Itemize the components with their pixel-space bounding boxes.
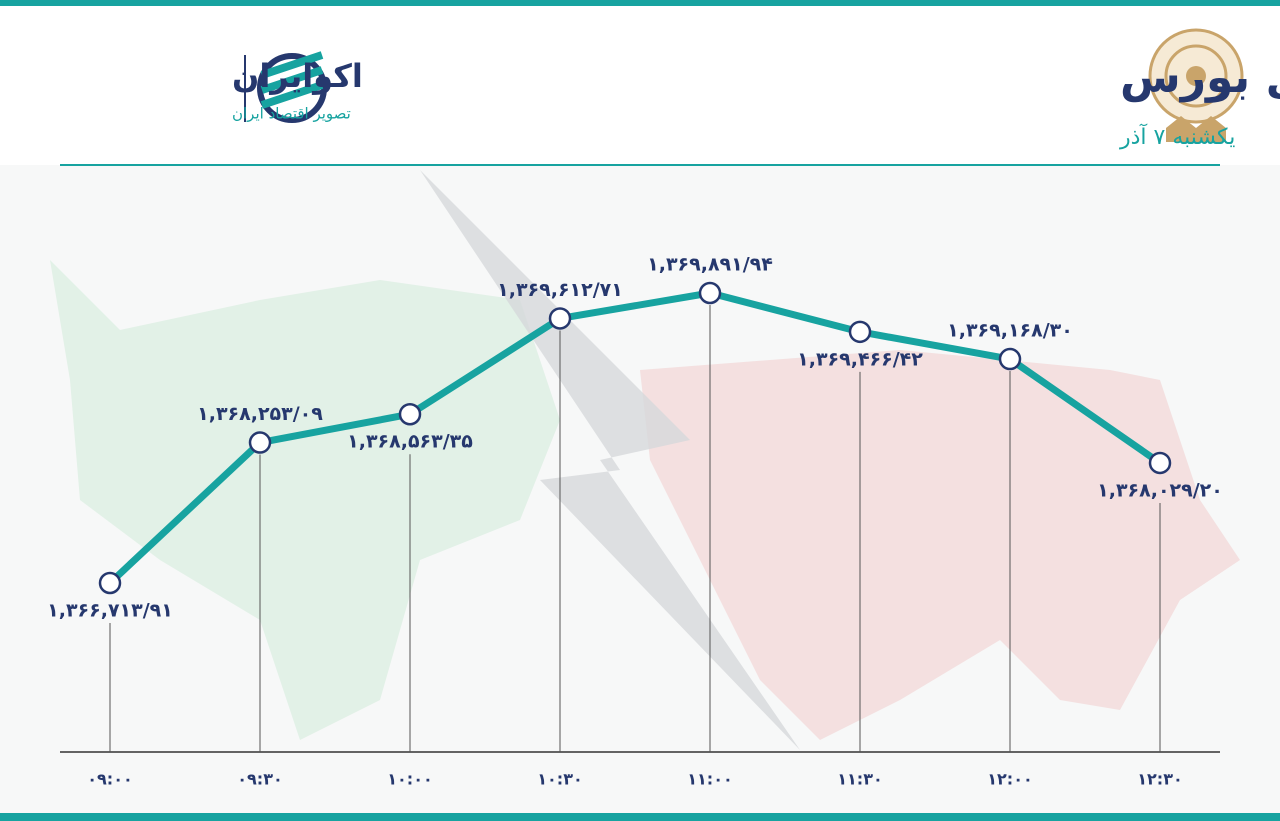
bull-shape <box>50 260 560 740</box>
data-point <box>398 402 422 426</box>
value-label: ۱,۳۶۸,۵۶۳/۳۵ <box>347 431 473 453</box>
series-line <box>107 289 1162 586</box>
value-label: ۱,۳۶۹,۱۶۸/۳۰ <box>947 320 1073 342</box>
data-point <box>548 307 572 330</box>
bear-shape <box>640 350 1240 740</box>
value-label: ۱,۳۶۹,۴۶۶/۴۲ <box>797 348 923 370</box>
brand-name: اکوایران <box>232 57 363 95</box>
value-label: ۱,۳۶۸,۲۵۳/۰۹ <box>197 403 323 425</box>
chart-title: روند شاخص کل بورس <box>1120 52 1280 103</box>
arrow-shape <box>420 170 800 750</box>
x-tick-label: ۱۲:۰۰ <box>987 770 1032 789</box>
x-tick-label: ۱۱:۳۰ <box>837 770 882 789</box>
x-tick-label: ۱۰:۳۰ <box>537 770 582 789</box>
top-bar <box>0 0 1280 6</box>
value-label: ۱,۳۶۹,۸۹۱/۹۴ <box>647 254 773 276</box>
data-point <box>1148 451 1172 475</box>
data-point <box>848 320 872 344</box>
x-tick-label: ۱۰:۰۰ <box>387 770 432 789</box>
x-tick-label: ۰۹:۰۰ <box>87 770 132 789</box>
chart-subtitle: یکشنبه ۷ آذر <box>1119 123 1235 150</box>
bottom-bar <box>0 813 1280 821</box>
exchange-emblem <box>1148 28 1244 142</box>
value-label: ۱,۳۶۶,۷۱۳/۹۱ <box>47 600 173 622</box>
value-label: ۱,۳۶۸,۰۲۹/۲۰ <box>1097 479 1223 501</box>
data-point <box>698 281 722 305</box>
value-label: ۱,۳۶۹,۶۱۲/۷۱ <box>497 279 623 301</box>
data-point <box>998 347 1022 371</box>
data-point <box>98 571 122 595</box>
data-point <box>248 431 272 454</box>
brand-tagline: تصویر اقتصاد ایران <box>232 105 351 123</box>
brand-logo <box>257 51 327 123</box>
x-tick-label: ۱۲:۳۰ <box>1137 770 1182 789</box>
x-tick-label: ۱۱:۰۰ <box>687 770 732 789</box>
x-tick-label: ۰۹:۳۰ <box>237 770 282 789</box>
